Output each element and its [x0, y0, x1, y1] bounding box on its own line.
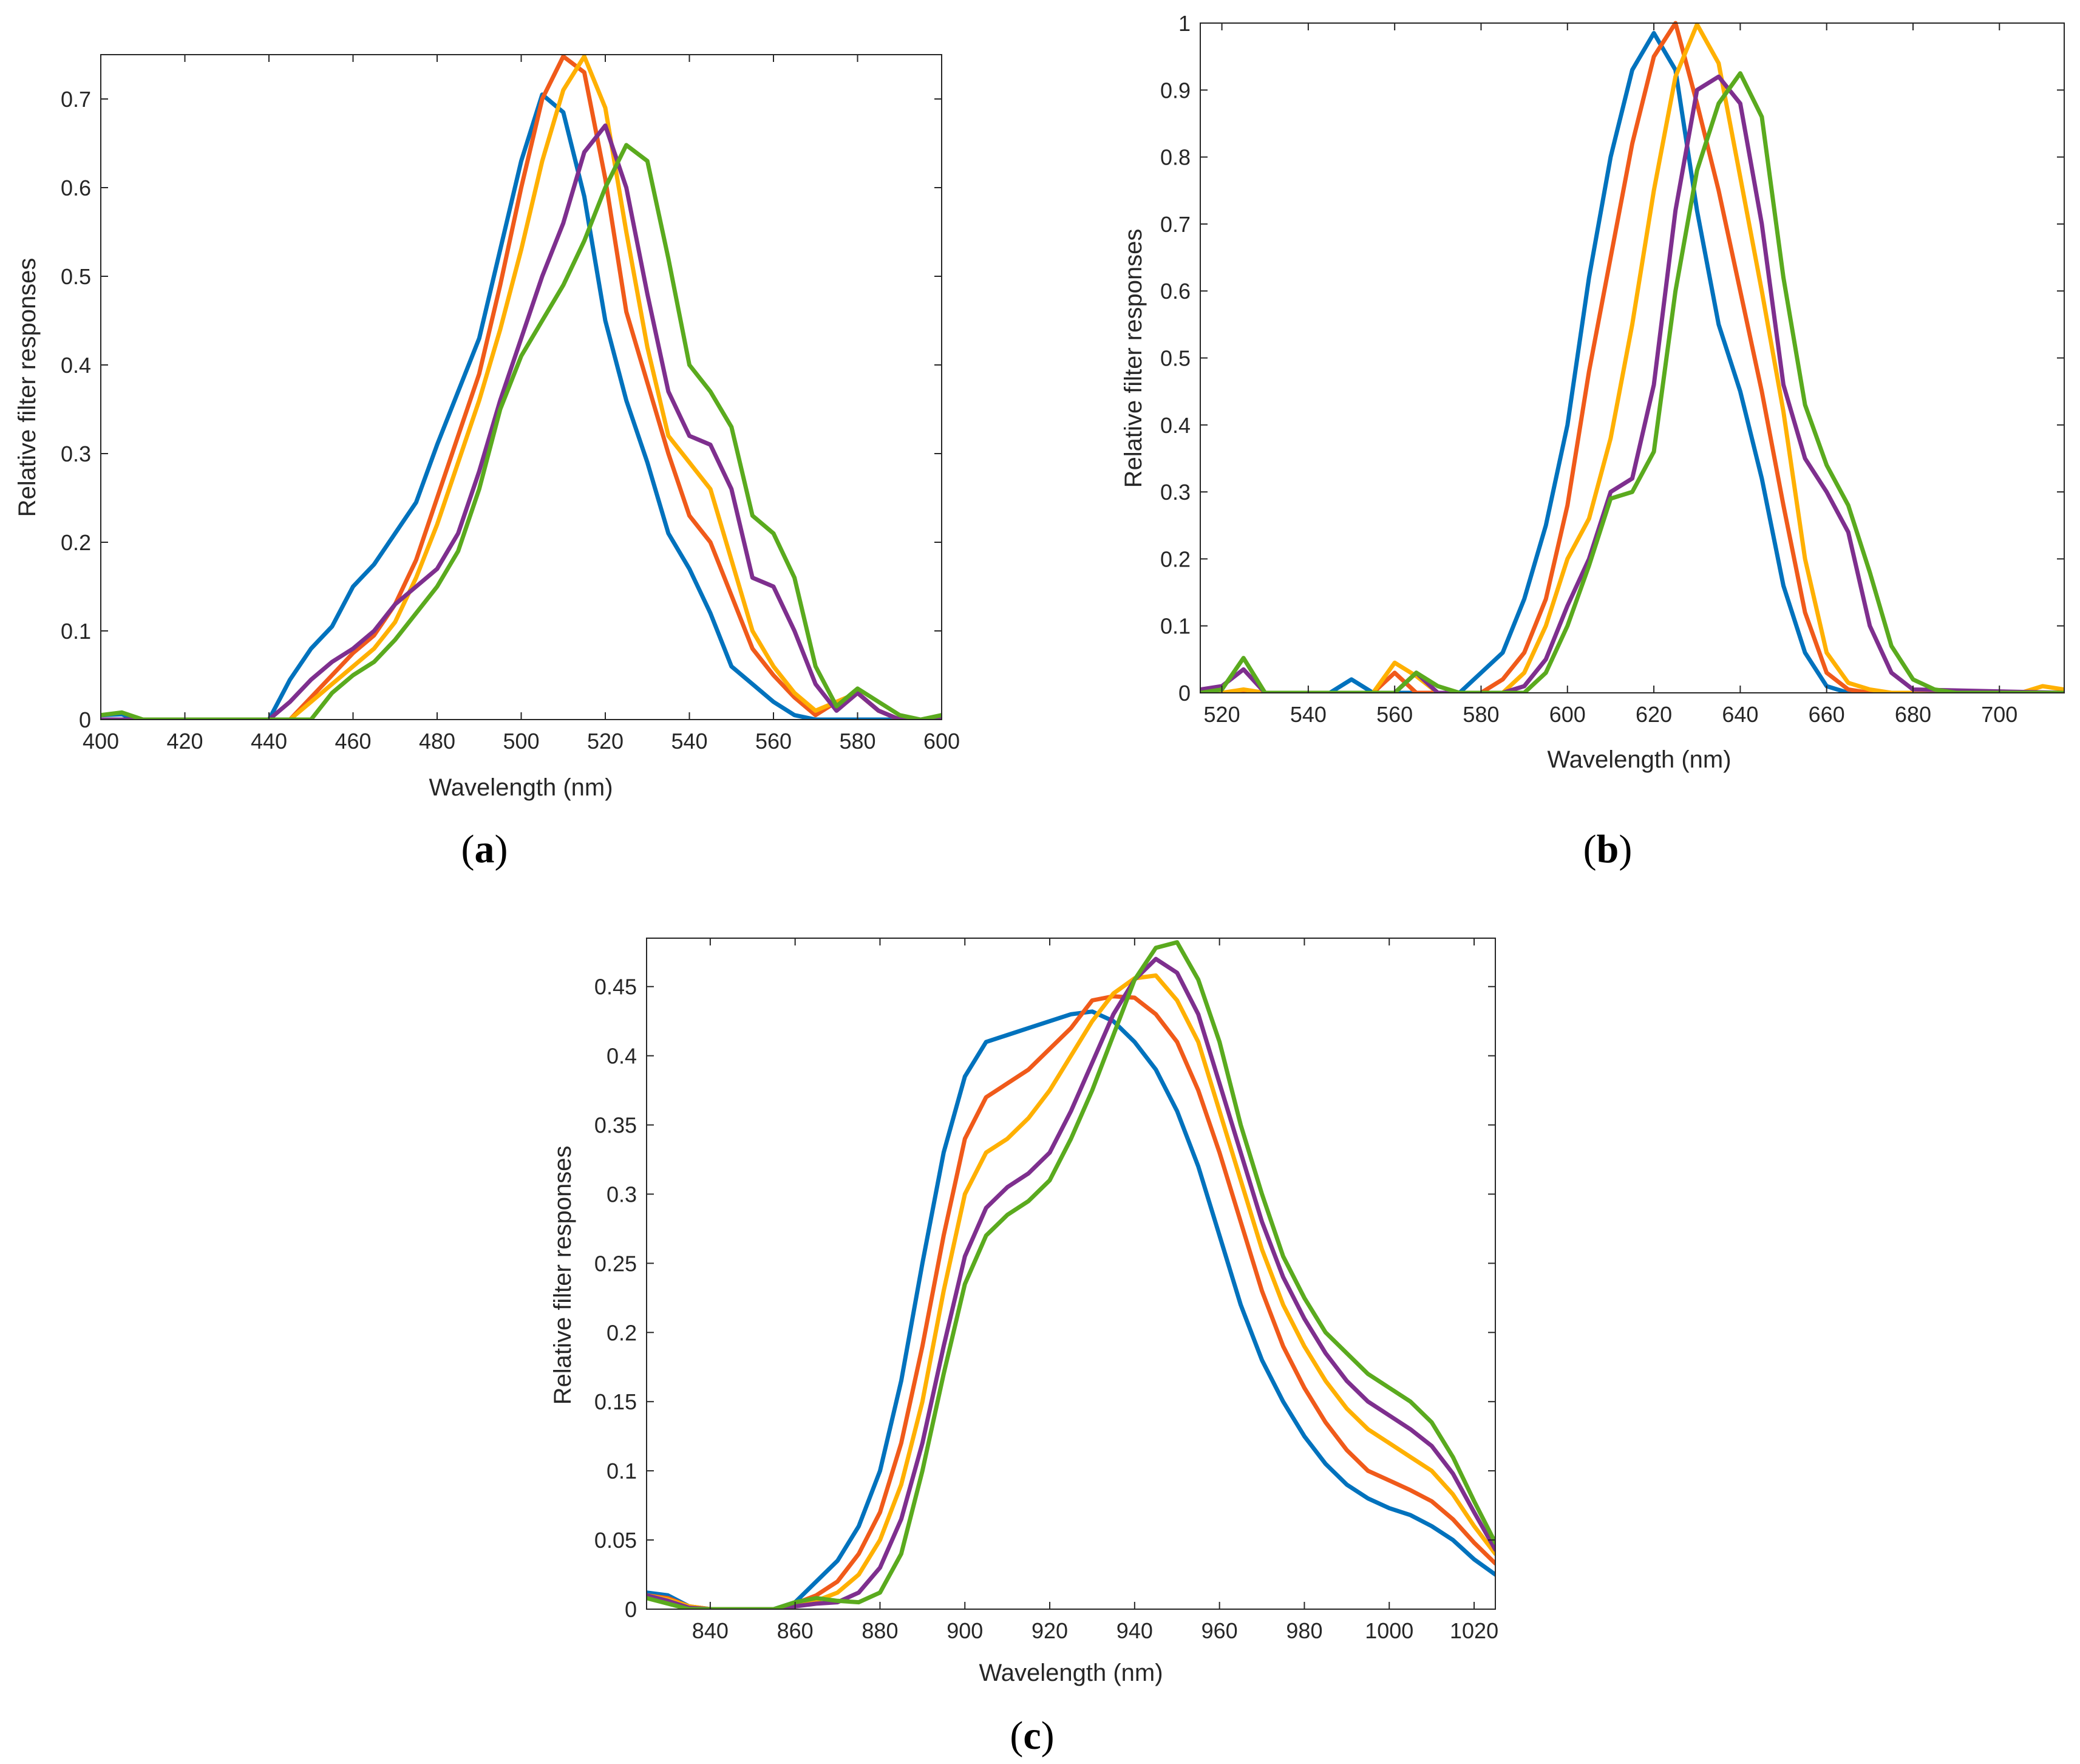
- x-tick-label-a: 460: [335, 729, 371, 754]
- x-tick-label-c: 960: [1201, 1618, 1238, 1643]
- x-tick-label-a: 400: [83, 729, 119, 754]
- series-layer-a: [101, 54, 942, 720]
- x-tick-label-b: 700: [1981, 702, 2017, 727]
- panel-letter-a: a: [475, 827, 495, 871]
- series-line-a-5: [101, 143, 942, 720]
- y-tick-label-b: 1: [1178, 11, 1191, 36]
- y-tick-label-b: 0.6: [1160, 279, 1191, 304]
- y-tick-label-b: 0: [1178, 681, 1191, 706]
- y-tick-label-a: 0.6: [61, 175, 91, 200]
- y-tick-label-b: 0.2: [1160, 547, 1191, 571]
- x-tick-label-b: 620: [1636, 702, 1672, 727]
- x-tick-label-a: 500: [503, 729, 539, 754]
- series-line-a-2: [101, 54, 942, 720]
- y-tick-label-b: 0.5: [1160, 346, 1191, 371]
- x-tick-label-a: 580: [839, 729, 875, 754]
- series-line-b-1: [1200, 31, 2064, 693]
- x-tick-label-c: 880: [862, 1618, 898, 1643]
- y-axis-label-c: Relative filter responses: [549, 1146, 576, 1405]
- chart-panel-c: 840 860 880 900 920 940 960 980 1000 1020 0 0.05 0.1…: [549, 938, 1498, 1758]
- x-tick-label-b: 640: [1722, 702, 1758, 727]
- x-tick-label-b: 580: [1463, 702, 1499, 727]
- chart-panel-a: 400 420 440 460 480 500 520 540 560 580 600 0 0.1 0.2…: [14, 54, 960, 871]
- y-tick-label-c: 0.35: [594, 1113, 637, 1138]
- y-axis-label-a: Relative filter responses: [14, 258, 41, 517]
- y-tick-label-a: 0.7: [61, 87, 91, 112]
- series-line-b-2: [1200, 21, 2064, 693]
- chart-panel-b: 520 540 560 580 600 620 640 660 680 700 0 0.1 0.2 0.3…: [1120, 11, 2065, 871]
- y-tick-label-c: 0.3: [607, 1182, 637, 1207]
- x-tick-label-c: 860: [777, 1618, 814, 1643]
- series-line-c-1: [647, 1009, 1495, 1609]
- x-tick-label-b: 560: [1376, 702, 1413, 727]
- x-tick-label-a: 600: [923, 729, 960, 754]
- x-tick-label-c: 920: [1032, 1618, 1068, 1643]
- y-tick-label-b: 0.4: [1160, 413, 1191, 438]
- series-line-c-2: [647, 994, 1495, 1609]
- axes-box-c: [646, 938, 1496, 1610]
- y-tick-label-c: 0.1: [607, 1459, 637, 1483]
- x-axis-label-b: Wavelength (nm): [1547, 746, 1731, 773]
- panel-label-a: (a): [461, 827, 508, 871]
- y-tick-label-b: 0.1: [1160, 614, 1191, 639]
- y-tick-label-c: 0: [625, 1597, 637, 1622]
- series-line-c-5: [647, 940, 1495, 1609]
- y-tick-label-c: 0.25: [594, 1251, 637, 1276]
- x-tick-label-c: 1020: [1450, 1618, 1498, 1643]
- x-axis-label-a: Wavelength (nm): [429, 774, 613, 801]
- x-tick-label-c: 900: [947, 1618, 983, 1643]
- x-tick-label-c: 940: [1116, 1618, 1153, 1643]
- x-tick-label-b: 680: [1895, 702, 1931, 727]
- series-line-a-3: [101, 54, 942, 720]
- panel-label-b: (b): [1583, 827, 1633, 871]
- y-tick-label-a: 0.5: [61, 264, 91, 289]
- y-tick-label-b: 0.3: [1160, 480, 1191, 505]
- x-tick-label-b: 660: [1809, 702, 1845, 727]
- y-tick-label-c: 0.45: [594, 975, 637, 999]
- y-tick-label-c: 0.2: [607, 1320, 637, 1345]
- x-tick-label-c: 1000: [1365, 1618, 1413, 1643]
- panel-letter-c: c: [1023, 1714, 1041, 1758]
- y-tick-label-a: 0.2: [61, 530, 91, 555]
- axes-box-b: [1200, 22, 2065, 693]
- y-tick-label-b: 0.9: [1160, 78, 1191, 103]
- x-tick-label-c: 840: [692, 1618, 729, 1643]
- series-line-b-4: [1200, 74, 2064, 693]
- x-tick-label-b: 520: [1204, 702, 1240, 727]
- y-tick-label-a: 0: [79, 707, 91, 732]
- x-tick-label-a: 420: [166, 729, 203, 754]
- series-line-b-5: [1200, 71, 2064, 693]
- ticks-layer-c: 840 860 880 900 920 940 960 980 1000 1020 0 0.05 0.1…: [594, 938, 1498, 1643]
- y-tick-label-c: 0.15: [594, 1389, 637, 1414]
- y-tick-label-c: 0.05: [594, 1528, 637, 1553]
- panel-letter-b: b: [1597, 827, 1619, 871]
- y-tick-label-a: 0.3: [61, 441, 91, 466]
- x-tick-label-a: 480: [419, 729, 455, 754]
- ticks-layer-a: 400 420 440 460 480 500 520 540 560 580 600 0 0.1 0.2…: [61, 55, 960, 754]
- y-tick-label-b: 0.7: [1160, 212, 1191, 237]
- series-layer-c: [647, 940, 1495, 1609]
- x-tick-label-a: 440: [251, 729, 287, 754]
- x-tick-label-c: 980: [1286, 1618, 1322, 1643]
- x-tick-label-a: 560: [755, 729, 792, 754]
- y-tick-label-b: 0.8: [1160, 145, 1191, 170]
- series-line-b-3: [1200, 22, 2064, 693]
- series-line-a-1: [101, 92, 942, 720]
- series-line-a-4: [101, 123, 942, 720]
- series-line-c-4: [647, 956, 1495, 1609]
- ticks-layer-b: 520 540 560 580 600 620 640 660 680 700 0 0.1 0.2 0.3…: [1160, 11, 2064, 727]
- y-tick-label-a: 0.4: [61, 353, 91, 378]
- x-axis-label-c: Wavelength (nm): [979, 1660, 1163, 1686]
- x-tick-label-a: 540: [671, 729, 707, 754]
- x-tick-label-b: 540: [1290, 702, 1327, 727]
- y-axis-label-b: Relative filter responses: [1120, 229, 1147, 488]
- x-tick-label-b: 600: [1549, 702, 1586, 727]
- y-tick-label-a: 0.1: [61, 619, 91, 644]
- y-tick-label-c: 0.4: [607, 1044, 637, 1069]
- series-line-c-3: [647, 973, 1495, 1609]
- x-tick-label-a: 520: [587, 729, 624, 754]
- panel-label-c: (c): [1010, 1714, 1054, 1758]
- series-layer-b: [1200, 21, 2064, 693]
